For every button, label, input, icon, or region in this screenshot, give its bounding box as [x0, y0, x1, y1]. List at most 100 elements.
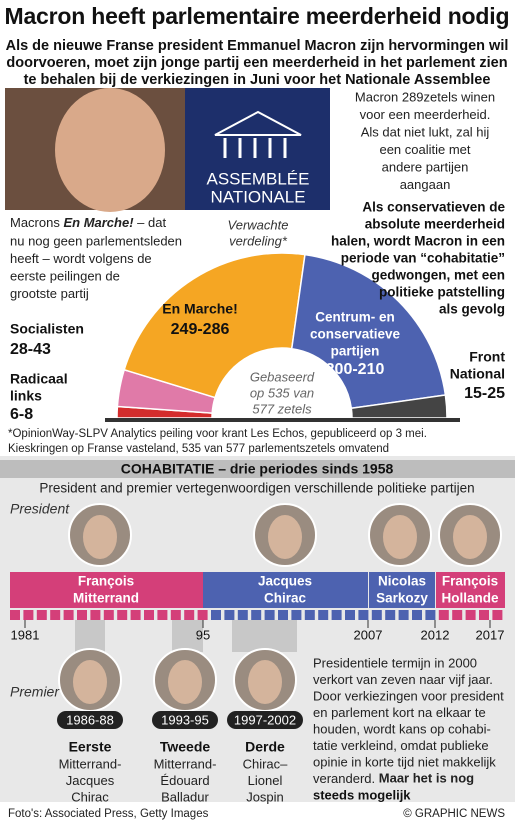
- strip-cell: [237, 610, 248, 620]
- president-label: President: [10, 501, 70, 517]
- year-label: 2017: [476, 627, 505, 642]
- period: 1993-95: [161, 712, 209, 727]
- strip-cell: [144, 610, 154, 620]
- party-name: Socialisten: [10, 321, 84, 337]
- period: 1997-2002: [234, 712, 296, 727]
- title: Macron heeft parlementaire meerderheid n…: [5, 3, 510, 29]
- portrait-face: [73, 660, 107, 704]
- cohab-order: Eerste: [69, 739, 112, 755]
- year-label: 1981: [11, 627, 40, 642]
- seg-en-marche: [123, 252, 306, 399]
- credit: Foto's: Associated Press, Getty Images: [8, 808, 209, 820]
- intro-left-part: En Marche!: [63, 215, 134, 230]
- logo-text: NATIONALE: [210, 187, 305, 206]
- strip-cell: [371, 610, 382, 620]
- strip-cell: [304, 610, 315, 620]
- party-name: Front: [469, 349, 505, 365]
- logo-building: [214, 110, 302, 136]
- assemblee-logo: [185, 88, 330, 210]
- strip-cell: [103, 610, 114, 620]
- strip-cell: [63, 610, 74, 620]
- term-note: Presidentiele termijn in 2000: [313, 655, 477, 670]
- cohabitation-note: periode van “cohabitatie”: [341, 251, 505, 266]
- party-name: links: [10, 388, 42, 404]
- term-note-bold: Maar het is nog: [375, 771, 474, 786]
- strip-cell: [10, 610, 20, 620]
- texts: Macron heeft parlementaire meerderheid n…: [0, 3, 515, 820]
- copyright: © GRAPHIC NEWS: [403, 808, 505, 820]
- cohab-names: Chirac–: [243, 756, 289, 771]
- term-note: opinie in korte tijd niet makkelijk: [313, 754, 496, 769]
- cohab-names: Jospin: [246, 789, 284, 804]
- macron-face: [55, 88, 165, 212]
- cohab-names: Jacques: [66, 773, 115, 788]
- strip-cell: [492, 610, 503, 620]
- strip-cell: [465, 610, 476, 620]
- portrait-face: [268, 515, 302, 559]
- term-note: tatie verkleind, omdat publieke: [313, 738, 489, 753]
- president-name: François: [442, 574, 498, 589]
- strip-cell: [170, 610, 181, 620]
- cohabitation-note: gedwongen, met een: [371, 268, 505, 283]
- strip-cell: [264, 610, 275, 620]
- party-name: conservatieve: [310, 327, 401, 342]
- strip-cell: [157, 610, 168, 620]
- term-note: veranderd. Maar het is nog: [313, 771, 474, 786]
- party-name: partijen: [331, 344, 380, 359]
- party-range: 6-8: [10, 406, 33, 423]
- year-label: 2012: [421, 627, 450, 642]
- section-subtitle: President and premier vertegenwoordigen …: [39, 481, 474, 496]
- president-name: François: [78, 574, 134, 589]
- logo-columns: [223, 138, 287, 158]
- strip-cell: [291, 610, 302, 620]
- cohab-names: Lionel: [248, 773, 283, 788]
- strip-cell: [412, 610, 422, 620]
- cohab-order: Tweede: [160, 739, 211, 755]
- strip-cell: [331, 610, 342, 620]
- term-note-bold: steeds mogelijk: [313, 787, 411, 802]
- seg-conservatives: [290, 253, 447, 410]
- period-pill: [227, 711, 303, 729]
- term-sarkozy: [369, 572, 435, 608]
- president-name: Mitterrand: [73, 591, 139, 606]
- strip-cell: [184, 610, 195, 620]
- cohabitation-note: absolute meerderheid: [365, 217, 505, 232]
- intro-left-part: – dat: [134, 215, 167, 230]
- cohabitation-note: Als conservatieven de: [362, 200, 505, 215]
- portrait-face: [168, 660, 202, 704]
- chart-caption: verdeling*: [229, 233, 288, 248]
- strip-cell: [251, 610, 262, 620]
- president-name: Nicolas: [378, 574, 426, 589]
- chart-base: [105, 418, 460, 422]
- party-name: En Marche!: [162, 301, 237, 317]
- term-note: en parlement kort na elkaar te: [313, 705, 486, 720]
- term-mitterrand: [10, 572, 203, 608]
- portrait-face: [453, 515, 487, 559]
- portrait-face: [383, 515, 417, 559]
- cohab-names: Balladur: [161, 789, 209, 804]
- strip-cell: [345, 610, 355, 620]
- portrait-face: [83, 515, 117, 559]
- intro-right: Macron 289zetels winen: [355, 89, 495, 104]
- cohabitation-note: politieke patstelling: [379, 285, 505, 300]
- period-pill: [57, 711, 123, 729]
- strip-cell: [425, 610, 436, 620]
- intro-right: Als dat niet lukt, zal hij: [361, 124, 490, 139]
- cohab-band-2: [172, 620, 203, 652]
- party-range: 200-210: [326, 361, 385, 378]
- section-bar: [0, 460, 515, 478]
- period: 1986-88: [66, 712, 114, 727]
- intro-left: Macrons En Marche! – dat: [10, 215, 166, 230]
- intro-right: voor een meerderheid.: [360, 107, 491, 122]
- portrait-face: [248, 660, 282, 704]
- cohabitation-note: halen, wordt Macron in een: [331, 234, 505, 249]
- party-name: Radicaal: [10, 371, 68, 387]
- strip-cell: [278, 610, 288, 620]
- intro-left: heeft – wordt volgens de: [10, 251, 152, 266]
- year-label: 95: [196, 627, 210, 642]
- strip-cell: [479, 610, 489, 620]
- party-range: 15-25: [464, 385, 505, 402]
- seat-chart: [105, 252, 460, 422]
- premier-label: Premier: [10, 684, 60, 700]
- chart-caption: Verwachte: [228, 217, 289, 232]
